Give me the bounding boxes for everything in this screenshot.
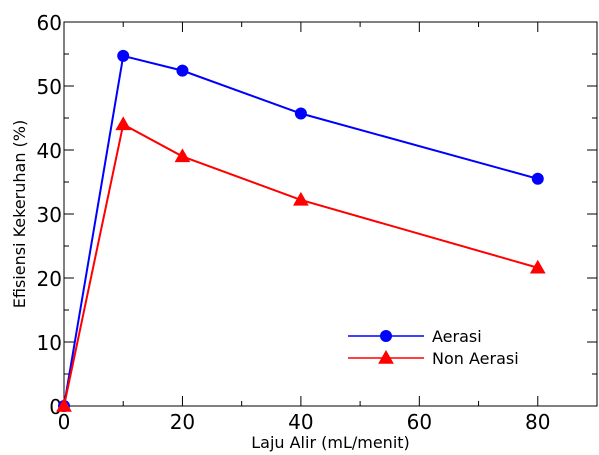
series-1 [56,116,546,412]
legend-item: Non Aerasi [348,349,519,368]
legend-marker [380,330,392,342]
series-layer [56,49,546,412]
y-tick-label: 20 [37,267,62,291]
y-tick-label: 30 [37,203,62,227]
data-point [293,191,309,206]
x-tick-label: 80 [525,410,550,434]
data-point [56,397,72,412]
x-tick-label: 40 [288,410,313,434]
data-point [531,172,544,185]
y-tick-label: 0 [49,395,62,419]
y-tick-label: 40 [37,139,62,163]
axes: 0 10 20 30 40 50 60 0 20 40 60 80 [37,11,598,434]
data-point [174,148,191,163]
x-axis-label: Laju Alir (mL/menit) [251,433,410,452]
y-tick-label: 60 [37,11,62,35]
data-point [115,116,132,131]
legend-item: Aerasi [348,327,482,346]
y-tick-label: 10 [37,331,62,355]
y-tick-label: 50 [37,75,62,99]
data-point [117,49,130,62]
legend: Aerasi Non Aerasi [348,327,519,368]
series-0 [58,49,544,412]
x-tick-label: 0 [58,410,71,434]
x-tick-label: 20 [170,410,195,434]
data-point [176,64,189,77]
y-axis-label: Efisiensi Kekeruhan (%) [10,120,29,308]
x-tick-label: 60 [407,410,432,434]
legend-label: Aerasi [432,327,482,346]
legend-marker [378,349,394,364]
data-point [529,259,546,274]
legend-label: Non Aerasi [432,349,519,368]
data-point [294,107,307,120]
